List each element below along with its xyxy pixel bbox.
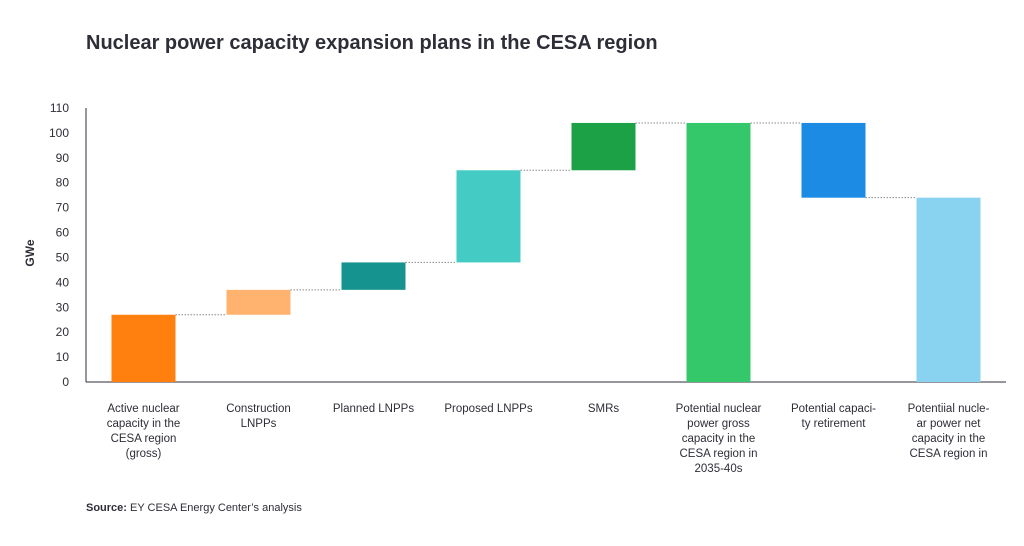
x-category-label: Potential nuclear power gross capacity in … — [676, 403, 762, 475]
bar — [456, 170, 521, 263]
axes: 0 10 20 30 40 50 60 70 80 90 100 110 GWe — [23, 101, 1006, 389]
source-text: EY CESA Energy Center’s analysis — [126, 502, 302, 514]
y-tick-label: 10 — [56, 350, 70, 364]
x-category-label: Construction LNPPs — [226, 403, 291, 430]
category-label-line: CESA region — [111, 433, 177, 445]
x-category-label: Planned LNPPs — [333, 403, 414, 415]
chart-title: Nuclear power capacity expansion plans i… — [86, 32, 658, 54]
category-label-line: Proposed LNPPs — [444, 403, 532, 415]
y-tick-label: 80 — [56, 176, 70, 190]
source-note: Source: EY CESA Energy Center’s analysis — [86, 502, 302, 514]
bar — [686, 122, 751, 382]
bar — [341, 262, 406, 290]
category-label-line: capacity in the — [912, 433, 986, 445]
bar — [226, 289, 291, 315]
category-labels: Active nuclear capacity in the CESA region… — [107, 403, 990, 475]
category-label-line: SMRs — [588, 403, 620, 415]
connector-lines — [175, 122, 917, 316]
category-label-line: Active nuclear — [107, 403, 179, 415]
x-category-label: Proposed LNPPs — [444, 403, 532, 415]
y-tick-label: 0 — [62, 375, 69, 389]
category-label-line: LNPPs — [241, 418, 277, 430]
category-label-line: CESA region in — [910, 448, 988, 460]
category-label-line: Potential capaci- — [791, 403, 876, 415]
bar — [111, 314, 176, 382]
category-label-line: Construction — [226, 403, 291, 415]
y-tick-label: 40 — [56, 275, 70, 289]
y-tick-label: 70 — [56, 201, 70, 215]
category-label-line: 2035-40s — [695, 463, 743, 475]
y-tick-label: 110 — [50, 101, 69, 115]
bars — [111, 122, 981, 382]
category-label-line: power gross — [687, 418, 750, 430]
y-tick-label: 100 — [49, 126, 69, 140]
source-label: Source: — [86, 502, 127, 514]
y-tick-label: 50 — [56, 250, 70, 264]
category-label-line: Planned LNPPs — [333, 403, 414, 415]
category-label-line: ty retirement — [802, 418, 867, 430]
category-label-line: capacity in the — [107, 418, 181, 430]
y-tick-label: 90 — [56, 151, 70, 165]
x-category-label: SMRs — [588, 403, 620, 415]
y-tick-label: 60 — [56, 226, 70, 240]
bar — [916, 197, 981, 382]
x-category-label: Active nuclear capacity in the CESA region… — [107, 403, 181, 460]
y-axis-label: GWe — [23, 239, 37, 266]
category-label-line: ar power net — [917, 418, 982, 430]
category-label-line: Potential nuclear — [676, 403, 762, 415]
category-label-line: (gross) — [126, 448, 162, 460]
category-label-line: Potentiial nucle- — [908, 403, 990, 415]
x-category-label: Potential capaci-ty retirement — [791, 403, 876, 430]
y-tick-label: 30 — [56, 300, 70, 314]
category-label-line: CESA region in — [680, 448, 758, 460]
bar — [571, 122, 636, 171]
x-category-label: Potentiial nucle-ar power net capacity in… — [908, 403, 990, 460]
bar — [801, 122, 866, 198]
category-label-line: capacity in the — [682, 433, 756, 445]
y-tick-label: 20 — [56, 325, 70, 339]
